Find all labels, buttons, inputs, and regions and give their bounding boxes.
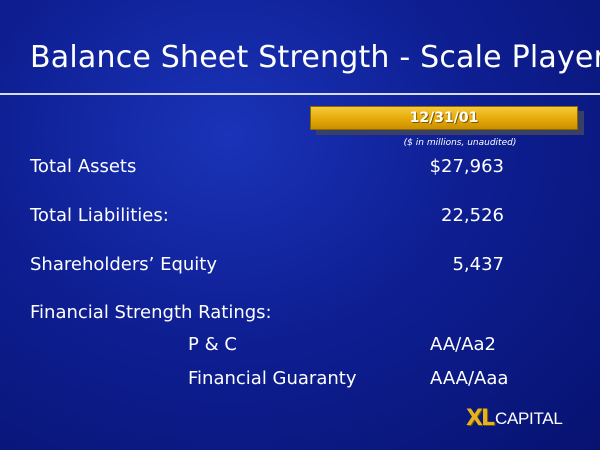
rating-value-financial-guaranty: AAA/Aaa	[430, 368, 509, 389]
row-label-total-assets: Total Assets	[30, 156, 137, 177]
date-header-box: 12/31/01	[310, 106, 578, 130]
date-header: 12/31/01	[409, 110, 479, 126]
units-note: ($ in millions, unaudited)	[403, 138, 517, 148]
row-value-shareholders-equity: 5,437	[452, 254, 504, 275]
xl-logo-wordmark: CAPITAL	[494, 409, 563, 428]
ratings-heading: Financial Strength Ratings:	[30, 302, 272, 323]
slide-title: Balance Sheet Strength - Scale Player	[30, 40, 600, 75]
row-label-total-liabilities: Total Liabilities:	[30, 205, 169, 226]
xl-logo-mark: XL	[466, 406, 495, 431]
row-value-total-liabilities: 22,526	[441, 205, 504, 226]
rating-label-pc: P & C	[188, 334, 237, 355]
row-label-shareholders-equity: Shareholders’ Equity	[30, 254, 218, 275]
rating-value-pc: AA/Aa2	[430, 334, 496, 355]
rating-label-financial-guaranty: Financial Guaranty	[188, 368, 357, 389]
title-divider	[0, 93, 600, 95]
xl-capital-logo: XL CAPITAL	[466, 406, 563, 432]
row-value-total-assets: $27,963	[429, 156, 504, 177]
